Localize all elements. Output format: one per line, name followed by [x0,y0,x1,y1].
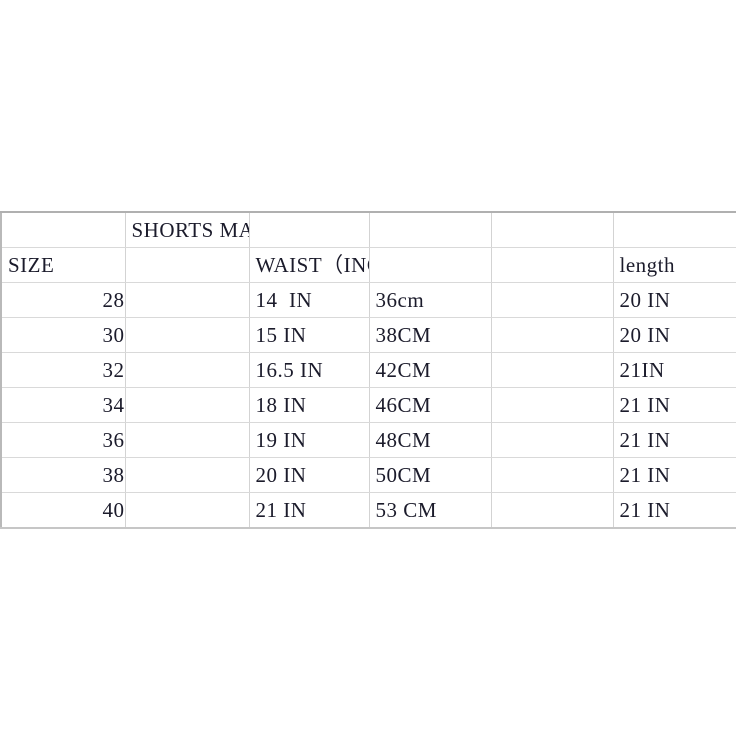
cell-waist-cm: 48CM [368,422,492,458]
cell-size: 36 [0,422,126,458]
cell-blank-e [490,387,614,423]
table-row-header: SIZE WAIST（INCH）/CM length [0,247,736,283]
cell-blank-b [124,422,250,458]
cell-waist-cm: 38CM [368,317,492,353]
cell-blank-b [124,317,250,353]
cell-length: 21 IN [612,422,736,458]
cell-blank-b [124,492,250,529]
cell-length: 20 IN [612,317,736,353]
product-title: SHORTS MAONG [124,211,250,248]
size-chart-table: SHORTS MAONG SIZE WAIST（INCH）/CM length … [0,211,736,529]
cell-waist-cm: 50CM [368,457,492,493]
cell-size: 28 [0,282,126,318]
cell-waist-cm: 36cm [368,282,492,318]
table-row: 38 20 IN 50CM 21 IN [0,457,736,493]
size-chart-container: SHORTS MAONG SIZE WAIST（INCH）/CM length … [0,211,736,529]
table-row: 36 19 IN 48CM 21 IN [0,422,736,458]
cell-blank-b [124,457,250,493]
size-chart-body: SHORTS MAONG SIZE WAIST（INCH）/CM length … [0,211,736,529]
table-row: 30 15 IN 38CM 20 IN [0,317,736,353]
table-row: 40 21 IN 53 CM 21 IN [0,492,736,529]
cell-title-e [490,211,614,248]
cell-waist-in: 15 IN [248,317,370,353]
header-length: length [612,247,736,283]
cell-size: 30 [0,317,126,353]
cell-blank-e [490,492,614,529]
table-row: 32 16.5 IN 42CM 21IN [0,352,736,388]
header-b [124,247,250,283]
header-waist: WAIST（INCH）/CM [248,247,370,283]
cell-title-d [368,211,492,248]
cell-size: 32 [0,352,126,388]
cell-length: 21 IN [612,492,736,529]
cell-waist-in: 20 IN [248,457,370,493]
cell-waist-in: 14 IN [248,282,370,318]
cell-blank-e [490,317,614,353]
cell-blank-e [490,352,614,388]
cell-waist-cm: 46CM [368,387,492,423]
cell-waist-cm: 53 CM [368,492,492,529]
cell-waist-cm: 42CM [368,352,492,388]
table-row: 34 18 IN 46CM 21 IN [0,387,736,423]
header-e [490,247,614,283]
cell-waist-in: 18 IN [248,387,370,423]
table-row-title: SHORTS MAONG [0,211,736,248]
header-size: SIZE [0,247,126,283]
cell-length: 21IN [612,352,736,388]
cell-length: 21 IN [612,457,736,493]
cell-size: 38 [0,457,126,493]
cell-blank-b [124,387,250,423]
cell-size: 34 [0,387,126,423]
cell-blank-e [490,422,614,458]
cell-length: 21 IN [612,387,736,423]
cell-title-f [612,211,736,248]
cell-blank-b [124,352,250,388]
cell-waist-in: 16.5 IN [248,352,370,388]
cell-blank-e [490,282,614,318]
header-d [368,247,492,283]
cell-waist-in: 19 IN [248,422,370,458]
cell-blank-e [490,457,614,493]
cell-waist-in: 21 IN [248,492,370,529]
cell-blank-b [124,282,250,318]
cell-title-a [0,211,126,248]
cell-length: 20 IN [612,282,736,318]
cell-size: 40 [0,492,126,529]
cell-title-c [248,211,370,248]
table-row: 28 14 IN 36cm 20 IN [0,282,736,318]
